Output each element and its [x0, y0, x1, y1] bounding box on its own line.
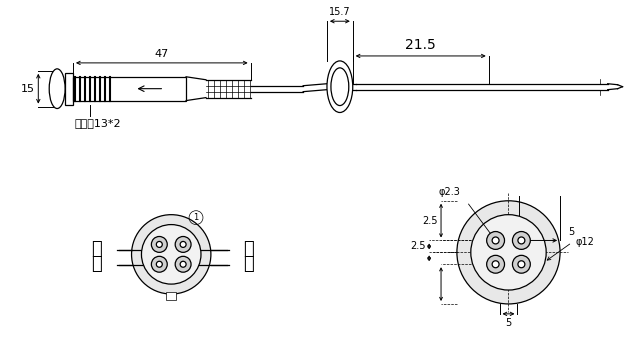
- Circle shape: [513, 255, 530, 273]
- Text: 蓝: 蓝: [243, 255, 254, 273]
- Circle shape: [487, 231, 504, 249]
- Ellipse shape: [49, 69, 65, 109]
- Circle shape: [180, 242, 186, 247]
- Circle shape: [518, 237, 525, 244]
- Circle shape: [151, 236, 167, 252]
- Circle shape: [131, 215, 211, 294]
- Bar: [166, 292, 176, 300]
- Circle shape: [513, 231, 530, 249]
- Ellipse shape: [331, 68, 349, 106]
- Circle shape: [175, 236, 191, 252]
- Circle shape: [175, 256, 191, 272]
- Circle shape: [518, 261, 525, 268]
- Text: 绿: 绿: [91, 240, 102, 258]
- Text: φ12: φ12: [576, 237, 595, 247]
- Circle shape: [156, 261, 162, 267]
- Bar: [73, 77, 186, 101]
- Text: φ2.3: φ2.3: [438, 187, 460, 197]
- Text: 47: 47: [155, 49, 169, 59]
- Text: 1: 1: [193, 213, 198, 222]
- Ellipse shape: [327, 61, 353, 112]
- Text: 5: 5: [506, 318, 511, 328]
- Circle shape: [492, 261, 499, 268]
- Bar: [65, 73, 73, 104]
- Circle shape: [151, 256, 167, 272]
- Circle shape: [142, 225, 201, 284]
- Circle shape: [180, 261, 186, 267]
- Text: 21.5: 21.5: [405, 38, 436, 52]
- Text: 15.7: 15.7: [329, 7, 351, 17]
- Circle shape: [492, 237, 499, 244]
- Circle shape: [487, 255, 504, 273]
- Text: 红: 红: [243, 240, 254, 258]
- Circle shape: [457, 201, 560, 304]
- Text: 2.5: 2.5: [411, 242, 426, 252]
- Text: 硅胶圈13*2: 硅胶圈13*2: [74, 118, 120, 128]
- Text: 5: 5: [568, 227, 574, 237]
- Text: 黑: 黑: [91, 255, 102, 273]
- Circle shape: [471, 215, 546, 290]
- Circle shape: [156, 242, 162, 247]
- Text: 2.5: 2.5: [422, 216, 438, 226]
- Text: 15: 15: [21, 84, 34, 94]
